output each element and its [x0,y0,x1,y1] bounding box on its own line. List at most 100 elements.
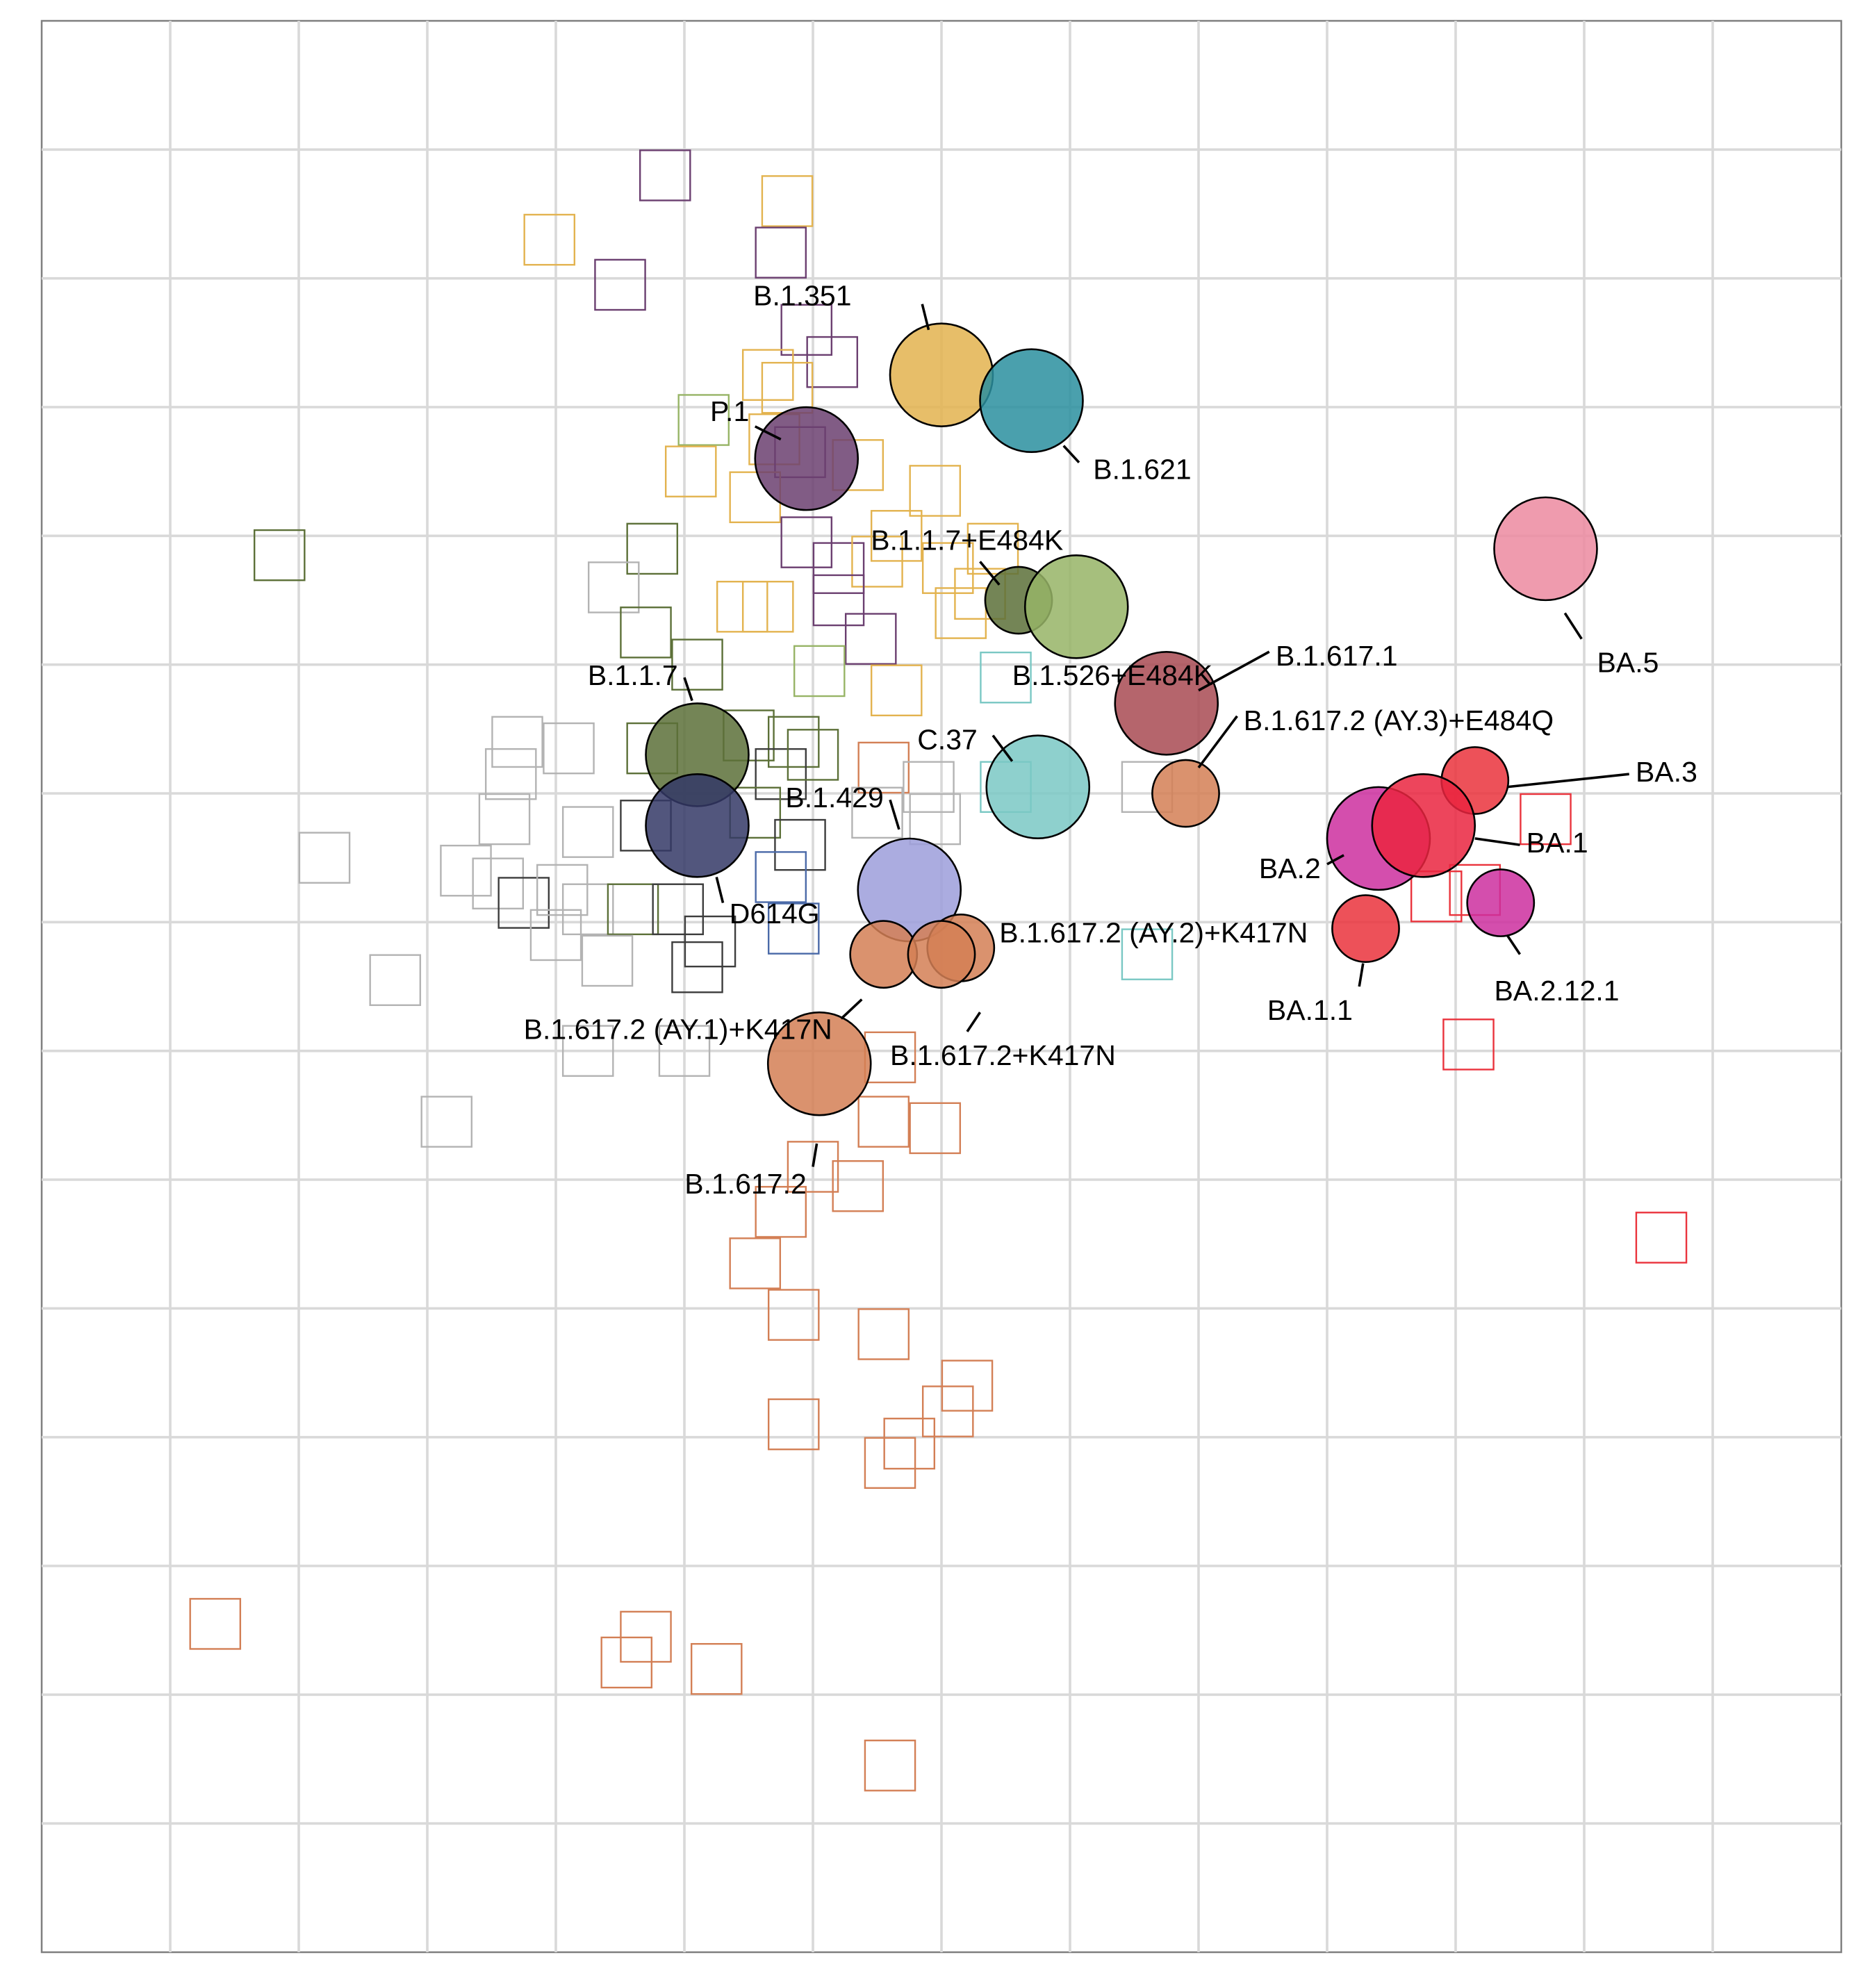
antigen-point [1466,868,1536,937]
variant-label: C.37 [917,724,978,756]
serum-point [1121,928,1174,980]
serum-point [420,1096,473,1148]
antigen-point [849,920,919,989]
serum-point [1520,793,1572,845]
serum-point [671,941,723,993]
serum-point [767,902,820,955]
variant-label: B.1.621 [1093,453,1191,485]
antigen-point [1114,650,1219,756]
variant-label: BA.2 [1259,852,1321,884]
antigen-layer [645,322,1598,1116]
serum-point [581,934,634,987]
leader-line [1062,445,1080,463]
antigen-point [1331,894,1400,963]
serum-point [844,613,897,665]
serum-point [812,542,865,594]
serum-point [529,909,582,962]
serum-point [980,651,1032,704]
variant-label: BA.1.1 [1267,994,1353,1026]
serum-point [883,1417,936,1470]
serum-point [652,883,705,936]
serum-point [793,645,846,698]
serum-point [491,716,543,768]
antigen-point [766,1011,872,1116]
serum-point [935,587,987,639]
serum-point [787,1141,839,1193]
variant-label: B.1.1.7 [588,659,678,691]
variant-label: B.1.429 [785,782,883,814]
serum-point [369,954,422,1007]
serum-point [909,465,962,517]
leader-line [840,998,863,1020]
serum-point [671,638,723,691]
antigen-point [985,734,1091,840]
variant-label: BA.2.12.1 [1495,975,1620,1007]
antigen-point [645,773,750,878]
serum-point [767,1398,820,1451]
serum-point [298,832,351,884]
serum-point [903,761,955,814]
serum-point [755,1186,807,1238]
leader-line [1474,837,1520,846]
leader-line [1358,963,1365,987]
leader-line [1197,715,1238,769]
serum-point [921,1385,974,1437]
sera-layer [189,149,1688,1792]
serum-point [864,1437,916,1490]
serum-point [857,741,910,794]
leader-line [921,304,930,331]
leader-line [812,1143,818,1167]
serum-point [787,729,839,781]
antigen-point [979,348,1084,454]
serum-point [812,574,865,627]
serum-point [966,522,1019,575]
variant-label: BA.1 [1527,827,1588,859]
serum-point [639,149,691,201]
serum-point [561,806,614,858]
leader-line [966,1012,981,1032]
serum-point [587,561,640,613]
serum-point [870,664,923,717]
serum-point [767,1289,820,1341]
variant-label: B.1.617.2 (AY.3)+E484Q [1244,704,1554,736]
serum-point [755,851,807,903]
variant-label: B.1.526+E484K [1012,659,1212,691]
leader-line [715,877,725,903]
serum-point [658,1025,711,1077]
serum-point [909,1102,962,1155]
leader-line [1563,612,1583,640]
leader-line [1506,773,1629,789]
antigen-point [1493,496,1598,602]
antigen-point [907,920,976,989]
serum-point [484,748,537,800]
serum-point [561,1025,614,1077]
variant-label: B.1.617.1 [1276,640,1398,672]
leader-line [992,734,1014,762]
serum-point [440,844,492,897]
serum-point [189,1598,242,1650]
antigen-point [1371,773,1476,878]
serum-point [478,793,531,845]
variant-label: BA.3 [1636,756,1697,788]
serum-point [767,716,820,768]
leader-line [889,799,900,830]
serum-point [774,818,826,871]
serum-point [851,786,903,839]
serum-point [523,213,576,266]
serum-point [253,529,306,581]
serum-point [664,445,717,497]
serum-point [755,226,807,279]
variant-label: B.1.617.2 [684,1168,807,1200]
serum-point [543,722,595,775]
variant-label: B.1.1.7+E484K [871,524,1063,556]
antigen-point [889,322,994,427]
serum-point [851,536,903,588]
serum-point [857,1308,910,1360]
variant-label: B.1.617.2 (AY.1)+K417N [524,1014,832,1046]
leader-line [1506,934,1521,955]
antigen-point [1023,554,1129,659]
variant-label: B.1.351 [753,279,851,311]
serum-point [864,1739,916,1792]
variant-label: P.1 [710,395,749,427]
